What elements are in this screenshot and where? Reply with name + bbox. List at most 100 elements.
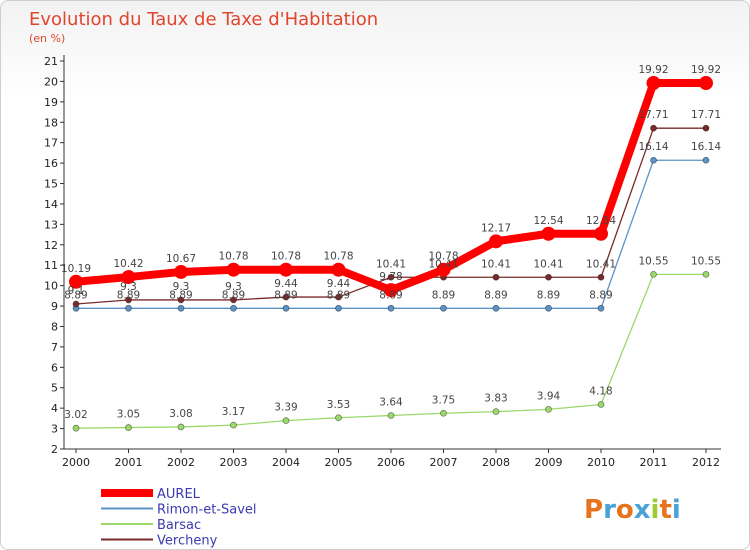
data-label: 8.89 — [64, 289, 87, 301]
data-point — [331, 262, 346, 277]
data-label: 8.89 — [589, 289, 612, 301]
data-point — [335, 414, 342, 422]
data-point — [282, 293, 290, 301]
data-label: 12.54 — [586, 215, 616, 227]
data-label: 10.78 — [428, 251, 458, 263]
data-label: 16.14 — [691, 141, 721, 153]
data-label: 17.71 — [691, 109, 721, 121]
data-label: 9.78 — [379, 271, 402, 283]
logo-letter: o — [616, 495, 634, 525]
y-tick-label: 19 — [44, 96, 58, 109]
data-point — [594, 226, 608, 241]
x-tick-label: 2011 — [640, 456, 668, 469]
data-label: 3.39 — [274, 402, 297, 414]
data-label: 10.41 — [481, 258, 511, 270]
data-point — [436, 262, 451, 277]
y-tick-label: 18 — [44, 116, 58, 129]
data-point — [492, 408, 500, 416]
data-point — [492, 273, 500, 281]
data-point — [699, 76, 713, 91]
data-point — [387, 304, 395, 312]
y-tick-label: 7 — [51, 341, 58, 354]
data-point — [440, 409, 447, 417]
legend-label: AUREL — [157, 487, 201, 502]
data-label: 10.19 — [61, 263, 91, 275]
x-tick-label: 2012 — [692, 456, 720, 469]
y-tick-label: 21 — [44, 55, 58, 68]
data-label: 9.44 — [327, 278, 351, 290]
data-label: 8.89 — [222, 289, 245, 301]
chart-title: Evolution du Taux de Taxe d'Habitation — [29, 9, 378, 30]
data-label: 3.75 — [432, 394, 455, 406]
legend-label: Rimon-et-Savel — [157, 503, 257, 518]
data-point — [384, 283, 398, 298]
data-point — [230, 296, 237, 304]
data-label: 4.18 — [589, 385, 612, 397]
data-point — [650, 124, 657, 132]
y-tick-label: 16 — [44, 157, 58, 170]
data-point — [226, 262, 241, 277]
data-point — [230, 304, 237, 312]
data-label: 3.53 — [327, 399, 350, 411]
data-label: 10.78 — [218, 251, 248, 263]
y-tick-label: 13 — [44, 218, 58, 231]
y-tick-label: 5 — [51, 382, 58, 395]
data-point — [597, 304, 605, 312]
legend-label: Barsac — [157, 518, 201, 533]
y-tick-label: 14 — [44, 198, 58, 211]
logo-letter: P — [584, 495, 603, 525]
x-tick-label: 2003 — [220, 456, 248, 469]
y-tick-label: 9 — [51, 300, 58, 313]
data-label: 19.92 — [691, 64, 721, 76]
data-label: 9.3 — [173, 281, 190, 293]
y-tick-label: 20 — [44, 75, 58, 88]
data-label: 12.17 — [481, 222, 511, 234]
data-label: 19.92 — [638, 64, 668, 76]
data-label: 9.44 — [274, 278, 298, 290]
data-label: 10.41 — [533, 258, 563, 270]
data-label: 3.83 — [484, 393, 507, 405]
series-layer — [69, 76, 713, 432]
y-tick-label: 10 — [44, 280, 58, 293]
data-point — [177, 423, 185, 431]
y-tick-label: 3 — [51, 423, 58, 436]
data-point — [174, 264, 188, 279]
data-label: 8.89 — [432, 289, 455, 301]
y-tick-label: 2 — [51, 443, 58, 456]
data-label: 3.64 — [379, 397, 403, 409]
data-point — [646, 76, 661, 91]
data-label: 9.3 — [120, 281, 137, 293]
x-tick-label: 2005 — [325, 456, 353, 469]
data-label: 3.94 — [537, 390, 561, 402]
chart-subtitle: (en %) — [29, 32, 65, 45]
data-label: 10.78 — [323, 251, 353, 263]
data-point — [279, 262, 293, 277]
data-point — [230, 421, 237, 429]
data-label: 10.55 — [638, 255, 668, 267]
data-label: 10.41 — [376, 258, 406, 270]
data-point — [387, 412, 395, 419]
data-label: 10.41 — [586, 258, 616, 270]
legend-label: Vercheny — [157, 534, 218, 549]
data-point — [545, 304, 552, 312]
data-label: 9.1 — [68, 285, 85, 297]
data-point — [69, 274, 83, 289]
y-tick-label: 15 — [44, 178, 58, 191]
data-point — [440, 304, 447, 312]
logo-letter: i — [651, 495, 660, 525]
data-point — [282, 304, 290, 312]
x-tick-label: 2006 — [377, 456, 405, 469]
data-label: 10.67 — [166, 253, 196, 265]
data-point — [72, 424, 80, 432]
data-label: 12.54 — [533, 215, 563, 227]
data-point — [125, 424, 132, 431]
data-label: 8.89 — [117, 289, 140, 301]
data-point — [121, 270, 136, 285]
proxiti-logo: Proxiti — [584, 495, 681, 525]
y-tick-label: 11 — [44, 259, 58, 272]
data-label: 8.89 — [274, 289, 297, 301]
data-label: 17.71 — [638, 109, 668, 121]
y-tick-label: 17 — [44, 137, 58, 150]
